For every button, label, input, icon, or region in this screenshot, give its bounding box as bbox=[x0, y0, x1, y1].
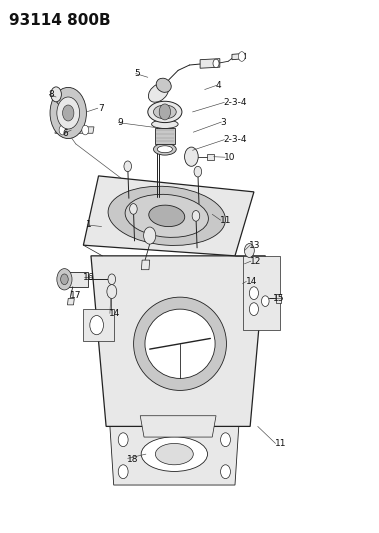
Polygon shape bbox=[55, 127, 94, 133]
Text: 2-3-4: 2-3-4 bbox=[224, 135, 247, 144]
Circle shape bbox=[194, 166, 202, 177]
Polygon shape bbox=[67, 298, 74, 305]
Circle shape bbox=[82, 125, 89, 135]
Ellipse shape bbox=[152, 120, 178, 128]
Circle shape bbox=[57, 269, 72, 290]
Text: 12: 12 bbox=[250, 257, 262, 265]
Circle shape bbox=[185, 147, 198, 166]
Polygon shape bbox=[83, 309, 114, 341]
Circle shape bbox=[144, 227, 156, 244]
Circle shape bbox=[57, 97, 80, 129]
Polygon shape bbox=[91, 256, 265, 426]
Ellipse shape bbox=[157, 146, 172, 152]
Text: 11: 11 bbox=[275, 439, 286, 448]
Circle shape bbox=[118, 433, 128, 447]
Polygon shape bbox=[83, 176, 254, 256]
Text: 3: 3 bbox=[221, 118, 226, 126]
Text: 5: 5 bbox=[135, 69, 140, 78]
Circle shape bbox=[51, 87, 61, 102]
Polygon shape bbox=[56, 117, 61, 123]
Polygon shape bbox=[276, 294, 281, 303]
Ellipse shape bbox=[155, 443, 193, 465]
Polygon shape bbox=[232, 53, 246, 60]
Text: 93114 800B: 93114 800B bbox=[9, 13, 111, 28]
Polygon shape bbox=[74, 117, 83, 123]
Text: 10: 10 bbox=[224, 153, 236, 161]
Polygon shape bbox=[140, 416, 216, 437]
Circle shape bbox=[90, 316, 103, 335]
Polygon shape bbox=[243, 256, 280, 330]
Polygon shape bbox=[141, 260, 150, 270]
Circle shape bbox=[130, 204, 137, 214]
Text: 1: 1 bbox=[86, 221, 92, 229]
Text: 17: 17 bbox=[70, 292, 81, 300]
Polygon shape bbox=[110, 426, 239, 485]
Text: 7: 7 bbox=[98, 104, 103, 112]
Text: 6: 6 bbox=[63, 130, 68, 138]
Ellipse shape bbox=[149, 83, 168, 102]
Polygon shape bbox=[207, 154, 214, 160]
Circle shape bbox=[124, 161, 132, 172]
Text: 14: 14 bbox=[109, 309, 121, 318]
Circle shape bbox=[213, 59, 219, 68]
Circle shape bbox=[107, 285, 117, 298]
Polygon shape bbox=[155, 128, 175, 144]
Text: 2-3-4: 2-3-4 bbox=[224, 98, 247, 107]
Circle shape bbox=[118, 465, 128, 479]
Ellipse shape bbox=[108, 186, 226, 246]
Circle shape bbox=[108, 274, 116, 285]
Circle shape bbox=[63, 105, 74, 121]
Ellipse shape bbox=[125, 195, 208, 237]
Ellipse shape bbox=[153, 143, 176, 155]
Text: 14: 14 bbox=[246, 277, 257, 286]
Text: 15: 15 bbox=[273, 294, 284, 303]
Ellipse shape bbox=[156, 78, 171, 92]
Polygon shape bbox=[59, 272, 88, 287]
Text: 18: 18 bbox=[127, 455, 138, 464]
Circle shape bbox=[61, 274, 68, 285]
Text: 16: 16 bbox=[83, 273, 95, 281]
Circle shape bbox=[159, 104, 171, 120]
Circle shape bbox=[221, 433, 230, 447]
Text: 13: 13 bbox=[249, 241, 261, 249]
Ellipse shape bbox=[149, 205, 185, 227]
Circle shape bbox=[249, 287, 258, 300]
Circle shape bbox=[262, 296, 269, 306]
Polygon shape bbox=[200, 59, 220, 68]
Ellipse shape bbox=[153, 105, 176, 119]
Ellipse shape bbox=[145, 309, 215, 378]
Ellipse shape bbox=[141, 437, 208, 472]
Circle shape bbox=[238, 52, 245, 61]
Text: 4: 4 bbox=[216, 81, 222, 90]
Circle shape bbox=[59, 125, 66, 135]
Circle shape bbox=[249, 303, 258, 316]
Circle shape bbox=[221, 465, 230, 479]
Circle shape bbox=[192, 211, 200, 221]
Ellipse shape bbox=[148, 101, 182, 123]
Text: 9: 9 bbox=[117, 118, 123, 127]
Circle shape bbox=[50, 87, 86, 139]
Text: 8: 8 bbox=[49, 90, 54, 99]
Text: 11: 11 bbox=[220, 216, 231, 224]
Ellipse shape bbox=[133, 297, 227, 390]
Circle shape bbox=[244, 244, 254, 257]
